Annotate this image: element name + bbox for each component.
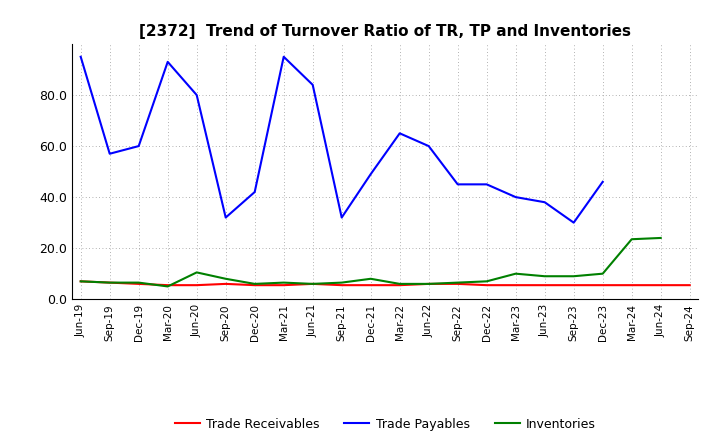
Inventories [366, 276, 375, 282]
Trade Payables [570, 220, 578, 225]
Inventories [424, 281, 433, 286]
Inventories [598, 271, 607, 276]
Trade Payables [221, 215, 230, 220]
Trade Payables [105, 151, 114, 156]
Inventories [308, 281, 317, 286]
Trade Receivables [685, 282, 694, 288]
Inventories [657, 235, 665, 241]
Trade Receivables [454, 281, 462, 286]
Line: Trade Receivables: Trade Receivables [81, 281, 690, 285]
Inventories [279, 280, 288, 285]
Inventories [338, 280, 346, 285]
Trade Receivables [424, 281, 433, 286]
Trade Receivables [192, 282, 201, 288]
Inventories [627, 237, 636, 242]
Trade Payables [308, 82, 317, 88]
Trade Receivables [251, 282, 259, 288]
Trade Receivables [657, 282, 665, 288]
Inventories [221, 276, 230, 282]
Trade Payables [163, 59, 172, 65]
Inventories [454, 280, 462, 285]
Trade Receivables [511, 282, 520, 288]
Inventories [251, 281, 259, 286]
Legend: Trade Receivables, Trade Payables, Inventories: Trade Receivables, Trade Payables, Inven… [170, 413, 600, 436]
Trade Payables [135, 143, 143, 149]
Trade Receivables [163, 282, 172, 288]
Inventories [163, 284, 172, 289]
Title: [2372]  Trend of Turnover Ratio of TR, TP and Inventories: [2372] Trend of Turnover Ratio of TR, TP… [139, 24, 631, 39]
Trade Receivables [366, 282, 375, 288]
Trade Receivables [135, 281, 143, 286]
Trade Receivables [279, 282, 288, 288]
Trade Payables [395, 131, 404, 136]
Trade Payables [338, 215, 346, 220]
Trade Receivables [308, 281, 317, 286]
Line: Trade Payables: Trade Payables [81, 57, 603, 223]
Trade Receivables [76, 279, 85, 284]
Trade Payables [454, 182, 462, 187]
Inventories [395, 281, 404, 286]
Inventories [541, 274, 549, 279]
Inventories [482, 279, 491, 284]
Trade Payables [366, 172, 375, 177]
Trade Receivables [627, 282, 636, 288]
Inventories [105, 280, 114, 285]
Inventories [76, 279, 85, 284]
Trade Receivables [221, 281, 230, 286]
Trade Payables [279, 54, 288, 59]
Trade Receivables [105, 280, 114, 285]
Trade Receivables [570, 282, 578, 288]
Trade Payables [511, 194, 520, 200]
Trade Payables [76, 54, 85, 59]
Trade Receivables [338, 282, 346, 288]
Trade Receivables [598, 282, 607, 288]
Trade Payables [482, 182, 491, 187]
Trade Receivables [395, 282, 404, 288]
Line: Inventories: Inventories [81, 238, 661, 286]
Inventories [192, 270, 201, 275]
Trade Payables [424, 143, 433, 149]
Trade Payables [251, 189, 259, 194]
Trade Receivables [541, 282, 549, 288]
Inventories [511, 271, 520, 276]
Trade Payables [192, 92, 201, 98]
Trade Payables [541, 200, 549, 205]
Trade Receivables [482, 282, 491, 288]
Inventories [570, 274, 578, 279]
Inventories [135, 280, 143, 285]
Trade Payables [598, 179, 607, 184]
